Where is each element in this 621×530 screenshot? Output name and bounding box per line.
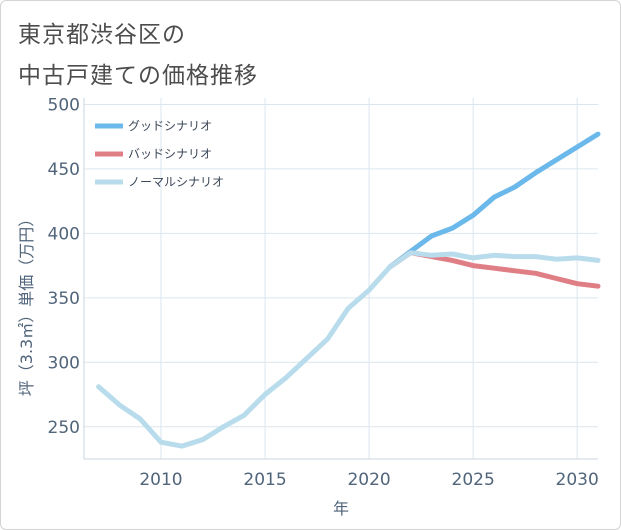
y-tick-label: 500 xyxy=(48,95,80,115)
y-axis-title: 坪（3.3㎡）単価（万円） xyxy=(17,211,36,396)
series-lines xyxy=(96,131,601,449)
x-tick-label: 2010 xyxy=(139,470,182,490)
grid-lines xyxy=(84,98,598,459)
x-axis-title: 年 xyxy=(333,499,349,518)
axes xyxy=(83,98,598,460)
chart-title-line-2: 中古戸建ての価格推移 xyxy=(18,63,258,89)
chart-title-line-1: 東京都渋谷区の xyxy=(18,22,186,48)
y-tick-labels: 250 300 350 400 450 500 xyxy=(48,95,80,437)
series-line-normal xyxy=(96,250,601,449)
y-tick-label: 350 xyxy=(48,289,80,309)
legend-label: ノーマルシナリオ xyxy=(128,175,224,189)
x-tick-label: 2020 xyxy=(347,470,390,490)
series-line-good xyxy=(387,131,601,270)
x-tick-label: 2030 xyxy=(556,470,599,490)
y-tick-label: 300 xyxy=(48,353,80,373)
y-tick-label: 400 xyxy=(48,224,80,244)
x-tick-labels: 2010 2015 2020 2025 2030 xyxy=(139,470,598,490)
legend-label: バッドシナリオ xyxy=(128,147,212,161)
y-tick-label: 250 xyxy=(48,418,80,438)
legend-label: グッドシナリオ xyxy=(128,119,212,133)
x-tick-label: 2015 xyxy=(243,470,286,490)
x-tick-label: 2025 xyxy=(452,470,495,490)
y-tick-label: 450 xyxy=(48,160,80,180)
